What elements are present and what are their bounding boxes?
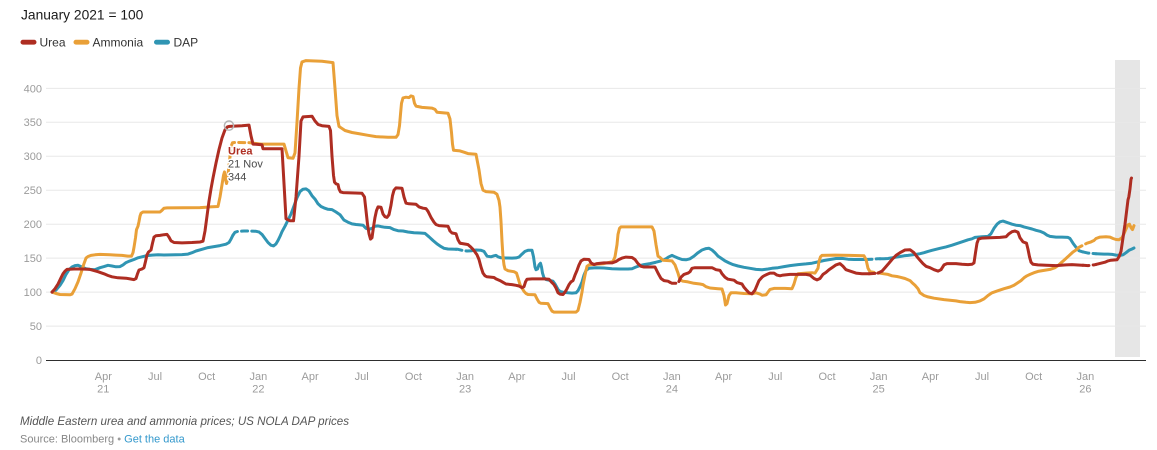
- svg-text:100: 100: [24, 287, 42, 299]
- svg-text:24: 24: [666, 384, 678, 396]
- svg-text:22: 22: [252, 384, 264, 396]
- svg-text:Apr: Apr: [95, 371, 112, 383]
- svg-text:Jul: Jul: [355, 371, 369, 383]
- svg-text:Source: Bloomberg • Get the da: Source: Bloomberg • Get the data: [20, 433, 186, 445]
- svg-text:250: 250: [24, 185, 42, 197]
- svg-text:Middle Eastern urea and ammoni: Middle Eastern urea and ammonia prices; …: [20, 415, 349, 428]
- svg-text:Jan: Jan: [1077, 371, 1095, 383]
- svg-text:Oct: Oct: [818, 371, 835, 383]
- svg-text:Apr: Apr: [715, 371, 732, 383]
- svg-text:300: 300: [24, 151, 42, 163]
- svg-text:Oct: Oct: [612, 371, 629, 383]
- svg-text:January 2021 = 100: January 2021 = 100: [21, 7, 144, 22]
- svg-text:Jul: Jul: [561, 371, 575, 383]
- svg-text:200: 200: [24, 219, 42, 231]
- svg-text:Ammonia: Ammonia: [93, 36, 144, 50]
- svg-text:Urea: Urea: [228, 146, 253, 158]
- svg-text:Apr: Apr: [508, 371, 525, 383]
- svg-text:Jan: Jan: [663, 371, 681, 383]
- svg-text:350: 350: [24, 117, 42, 129]
- svg-text:150: 150: [24, 253, 42, 265]
- svg-text:25: 25: [872, 384, 884, 396]
- svg-text:Jan: Jan: [870, 371, 888, 383]
- svg-text:0: 0: [36, 355, 42, 367]
- svg-text:Oct: Oct: [405, 371, 422, 383]
- svg-text:Oct: Oct: [1025, 371, 1042, 383]
- svg-text:23: 23: [459, 384, 471, 396]
- svg-text:50: 50: [30, 321, 42, 333]
- svg-text:Apr: Apr: [302, 371, 319, 383]
- svg-text:DAP: DAP: [174, 36, 199, 50]
- svg-text:400: 400: [24, 83, 42, 95]
- svg-text:Oct: Oct: [198, 371, 215, 383]
- svg-text:Jul: Jul: [975, 371, 989, 383]
- svg-text:Jan: Jan: [250, 371, 268, 383]
- svg-text:344: 344: [228, 172, 246, 184]
- svg-text:Apr: Apr: [922, 371, 939, 383]
- svg-text:Jan: Jan: [456, 371, 474, 383]
- svg-text:21 Nov: 21 Nov: [228, 159, 263, 171]
- svg-text:Jul: Jul: [148, 371, 162, 383]
- svg-text:21: 21: [97, 384, 109, 396]
- svg-text:Jul: Jul: [768, 371, 782, 383]
- svg-text:26: 26: [1079, 384, 1091, 396]
- svg-text:Urea: Urea: [40, 36, 66, 50]
